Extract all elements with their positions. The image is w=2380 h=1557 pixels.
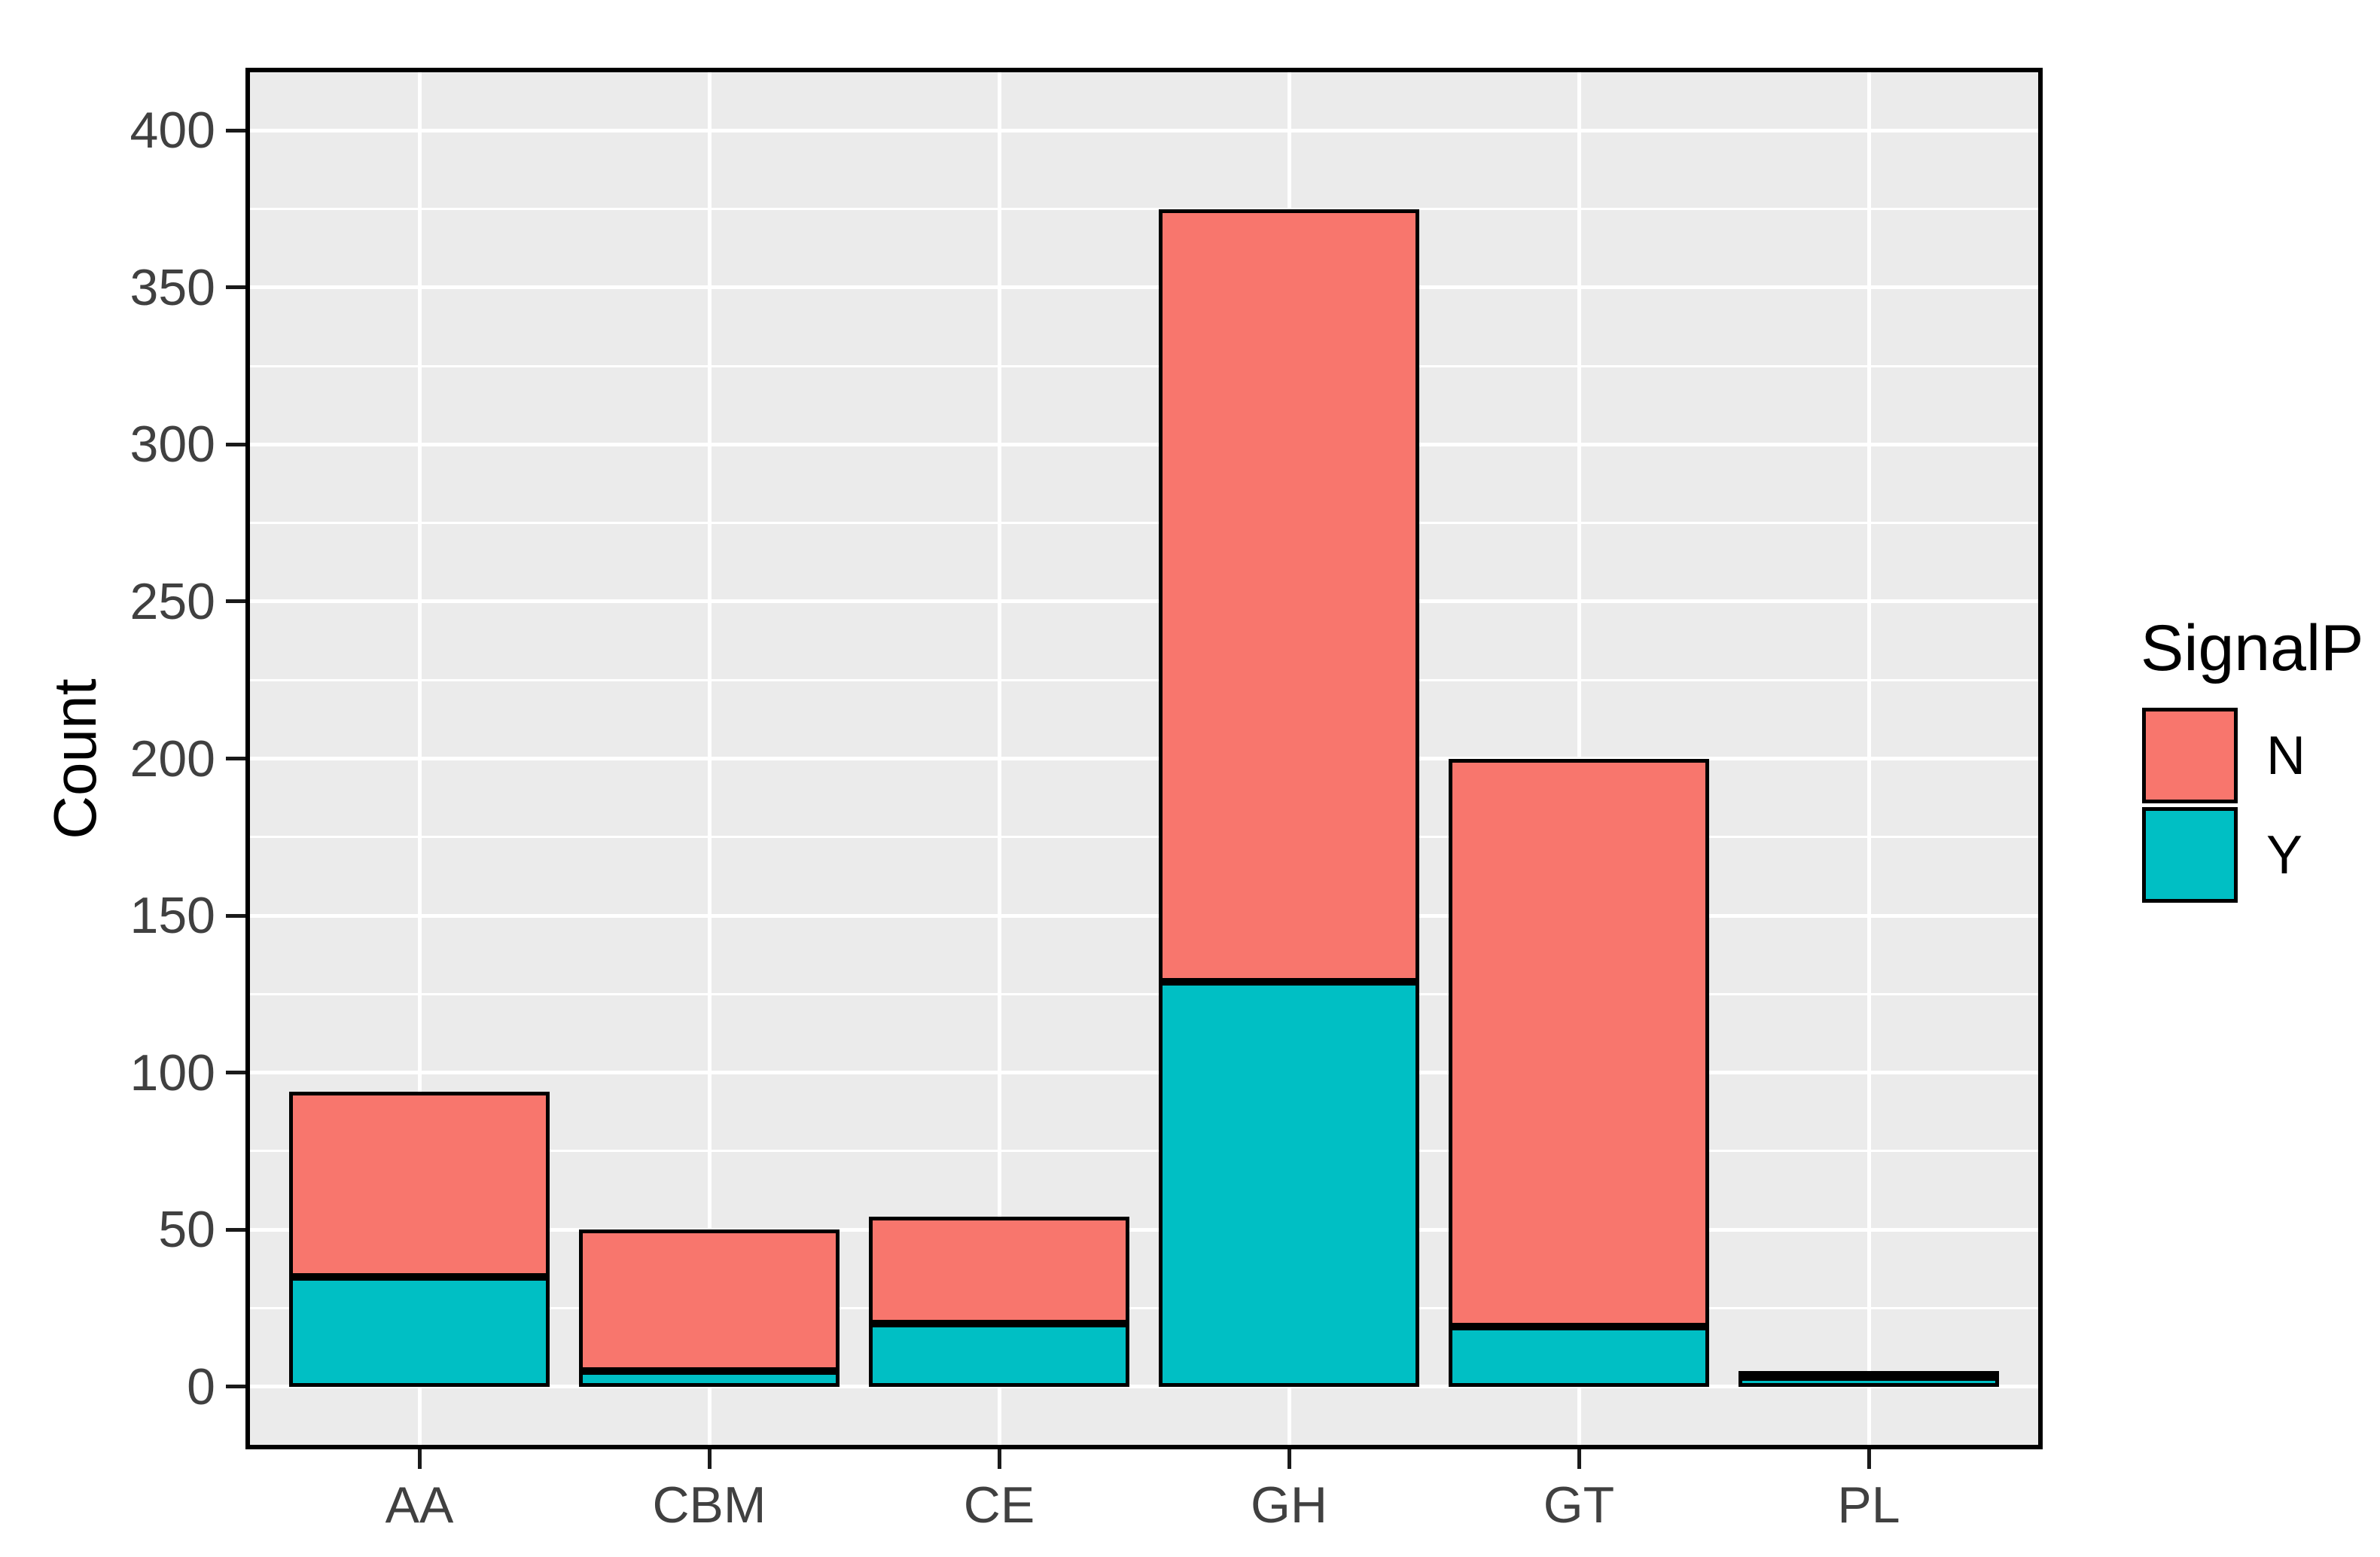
y-tick-mark bbox=[226, 913, 245, 918]
minor-gridline bbox=[245, 1150, 2043, 1153]
vertical-gridline bbox=[997, 68, 1001, 1449]
major-gridline bbox=[245, 285, 2043, 290]
vertical-gridline bbox=[707, 68, 712, 1449]
major-gridline bbox=[245, 757, 2043, 760]
bar-AA-N bbox=[288, 1091, 550, 1277]
y-tick-label: 100 bbox=[130, 1044, 215, 1101]
bar-CE-Y bbox=[868, 1324, 1130, 1387]
minor-gridline bbox=[245, 678, 2043, 681]
legend-key-N bbox=[2142, 708, 2238, 803]
y-tick-mark bbox=[226, 757, 245, 760]
bar-PL-Y bbox=[1738, 1377, 2000, 1387]
x-tick-label: CBM bbox=[652, 1476, 766, 1534]
x-tick-label: PL bbox=[1837, 1476, 1900, 1534]
bar-CBM-Y bbox=[578, 1370, 840, 1387]
y-tick-label: 300 bbox=[130, 416, 215, 474]
major-gridline bbox=[245, 1227, 2043, 1232]
y-tick-label: 150 bbox=[130, 887, 215, 945]
major-gridline bbox=[245, 913, 2043, 918]
y-tick-mark bbox=[226, 442, 245, 446]
y-tick-label: 50 bbox=[158, 1201, 215, 1259]
bar-AA-Y bbox=[288, 1276, 550, 1387]
major-gridline bbox=[245, 442, 2043, 446]
minor-gridline bbox=[245, 836, 2043, 839]
x-tick-mark bbox=[417, 1449, 422, 1469]
bar-GH-N bbox=[1158, 209, 1420, 982]
minor-gridline bbox=[245, 992, 2043, 995]
minor-gridline bbox=[245, 208, 2043, 211]
y-tick-label: 250 bbox=[130, 572, 215, 630]
major-gridline bbox=[245, 1385, 2043, 1389]
x-tick-mark bbox=[1577, 1449, 1581, 1469]
y-tick-mark bbox=[226, 1227, 245, 1232]
x-tick-label: CE bbox=[963, 1476, 1035, 1534]
major-gridline bbox=[245, 599, 2043, 604]
y-tick-mark bbox=[226, 1385, 245, 1389]
bar-PL-N bbox=[1738, 1370, 2000, 1379]
legend-label: N bbox=[2266, 725, 2305, 786]
x-tick-mark bbox=[1867, 1449, 1871, 1469]
legend-label: Y bbox=[2266, 824, 2303, 885]
y-tick-mark bbox=[226, 1071, 245, 1075]
major-gridline bbox=[245, 1071, 2043, 1075]
plot-panel bbox=[245, 68, 2043, 1449]
legend-key-Y bbox=[2142, 807, 2238, 903]
bar-GT-N bbox=[1448, 758, 1710, 1327]
y-tick-mark bbox=[226, 285, 245, 290]
y-tick-label: 0 bbox=[187, 1357, 215, 1415]
y-tick-mark bbox=[226, 599, 245, 604]
bar-GH-Y bbox=[1158, 981, 1420, 1387]
x-tick-mark bbox=[1287, 1449, 1291, 1469]
minor-gridline bbox=[245, 364, 2043, 367]
x-tick-mark bbox=[707, 1449, 712, 1469]
y-tick-label: 350 bbox=[130, 258, 215, 316]
bar-CE-N bbox=[868, 1217, 1130, 1324]
bar-GT-Y bbox=[1448, 1327, 1710, 1387]
legend-title: SignalP bbox=[2141, 612, 2364, 684]
bar-CBM-N bbox=[578, 1229, 840, 1371]
y-tick-label: 400 bbox=[130, 102, 215, 160]
x-tick-label: GT bbox=[1543, 1476, 1615, 1534]
x-tick-mark bbox=[997, 1449, 1001, 1469]
x-tick-label: AA bbox=[385, 1476, 454, 1534]
vertical-gridline bbox=[417, 68, 422, 1449]
vertical-gridline bbox=[1867, 68, 1871, 1449]
minor-gridline bbox=[245, 1306, 2043, 1309]
major-gridline bbox=[245, 128, 2043, 133]
y-tick-mark bbox=[226, 128, 245, 133]
minor-gridline bbox=[245, 522, 2043, 525]
y-tick-label: 200 bbox=[130, 730, 215, 788]
x-tick-label: GH bbox=[1251, 1476, 1327, 1534]
